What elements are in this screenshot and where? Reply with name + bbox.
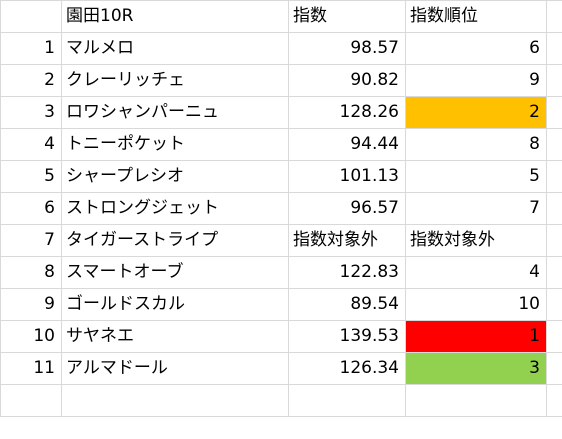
score-cell[interactable]: 126.34 xyxy=(288,352,406,385)
table-row: 7 タイガーストライプ 指数対象外 指数対象外 xyxy=(0,224,562,257)
horse-name-cell[interactable]: タイガーストライプ xyxy=(61,224,289,257)
cell-empty[interactable] xyxy=(546,192,562,225)
score-cell[interactable]: 96.57 xyxy=(288,192,406,225)
table-row: 8 スマートオーブ 122.83 4 xyxy=(0,256,562,289)
score-cell[interactable]: 94.44 xyxy=(288,128,406,161)
cell-empty[interactable] xyxy=(288,384,406,417)
cell-empty[interactable] xyxy=(546,64,562,97)
cell-empty[interactable] xyxy=(546,160,562,193)
cell-empty[interactable] xyxy=(546,96,562,129)
cell-empty[interactable] xyxy=(546,256,562,289)
rank-cell[interactable]: 1 xyxy=(405,320,547,353)
horse-number-cell[interactable]: 7 xyxy=(0,224,62,257)
score-excluded-cell[interactable]: 指数対象外 xyxy=(288,224,406,257)
rank-cell[interactable]: 9 xyxy=(405,64,547,97)
rank-cell[interactable]: 2 xyxy=(405,96,547,129)
horse-name-cell[interactable]: マルメロ xyxy=(61,32,289,65)
table-row: 6 ストロングジェット 96.57 7 xyxy=(0,192,562,225)
cell-empty[interactable] xyxy=(546,320,562,353)
horse-name-cell[interactable]: サヤネエ xyxy=(61,320,289,353)
rank-cell[interactable]: 5 xyxy=(405,160,547,193)
horse-number-cell[interactable]: 3 xyxy=(0,96,62,129)
rank-cell[interactable]: 6 xyxy=(405,32,547,65)
header-row: 園田10R 指数 指数順位 xyxy=(0,0,562,33)
horse-number-cell[interactable]: 5 xyxy=(0,160,62,193)
cell-empty[interactable] xyxy=(61,384,289,417)
horse-name-cell[interactable]: ストロングジェット xyxy=(61,192,289,225)
horse-name-cell[interactable]: トニーポケット xyxy=(61,128,289,161)
horse-name-cell[interactable]: クレーリッチェ xyxy=(61,64,289,97)
rank-cell[interactable]: 3 xyxy=(405,352,547,385)
rank-excluded-cell[interactable]: 指数対象外 xyxy=(405,224,547,257)
table-row: 10 サヤネエ 139.53 1 xyxy=(0,320,562,353)
horse-number-cell[interactable]: 9 xyxy=(0,288,62,321)
data-table: 園田10R 指数 指数順位 1 マルメロ 98.57 6 2 クレーリッチェ 9… xyxy=(0,0,562,417)
horse-name-cell[interactable]: アルマドール xyxy=(61,352,289,385)
cell-empty[interactable] xyxy=(546,384,562,417)
horse-name-cell[interactable]: シャープレシオ xyxy=(61,160,289,193)
score-cell[interactable]: 98.57 xyxy=(288,32,406,65)
cell-empty[interactable] xyxy=(0,0,62,33)
cell-empty[interactable] xyxy=(546,352,562,385)
table-row: 2 クレーリッチェ 90.82 9 xyxy=(0,64,562,97)
cell-empty[interactable] xyxy=(546,32,562,65)
score-cell[interactable]: 128.26 xyxy=(288,96,406,129)
cell-empty[interactable] xyxy=(405,384,547,417)
score-cell[interactable]: 89.54 xyxy=(288,288,406,321)
cell-empty[interactable] xyxy=(546,128,562,161)
horse-name-cell[interactable]: ロワシャンパーニュ xyxy=(61,96,289,129)
header-race-cell[interactable]: 園田10R xyxy=(61,0,289,33)
horse-name-cell[interactable]: ゴールドスカル xyxy=(61,288,289,321)
rank-cell[interactable]: 4 xyxy=(405,256,547,289)
cell-empty[interactable] xyxy=(546,0,562,33)
horse-number-cell[interactable]: 8 xyxy=(0,256,62,289)
header-rank-cell[interactable]: 指数順位 xyxy=(405,0,547,33)
score-cell[interactable]: 90.82 xyxy=(288,64,406,97)
rank-cell[interactable]: 10 xyxy=(405,288,547,321)
table-row xyxy=(0,384,562,417)
horse-number-cell[interactable]: 1 xyxy=(0,32,62,65)
cell-empty[interactable] xyxy=(0,384,62,417)
rank-cell[interactable]: 8 xyxy=(405,128,547,161)
table-row: 3 ロワシャンパーニュ 128.26 2 xyxy=(0,96,562,129)
cell-empty[interactable] xyxy=(546,288,562,321)
table-row: 1 マルメロ 98.57 6 xyxy=(0,32,562,65)
score-cell[interactable]: 122.83 xyxy=(288,256,406,289)
cell-empty[interactable] xyxy=(546,224,562,257)
score-cell[interactable]: 139.53 xyxy=(288,320,406,353)
horse-number-cell[interactable]: 10 xyxy=(0,320,62,353)
horse-number-cell[interactable]: 6 xyxy=(0,192,62,225)
table-row: 5 シャープレシオ 101.13 5 xyxy=(0,160,562,193)
table-row: 11 アルマドール 126.34 3 xyxy=(0,352,562,385)
score-cell[interactable]: 101.13 xyxy=(288,160,406,193)
table-row: 4 トニーポケット 94.44 8 xyxy=(0,128,562,161)
horse-number-cell[interactable]: 4 xyxy=(0,128,62,161)
table-row: 9 ゴールドスカル 89.54 10 xyxy=(0,288,562,321)
horse-name-cell[interactable]: スマートオーブ xyxy=(61,256,289,289)
rank-cell[interactable]: 7 xyxy=(405,192,547,225)
horse-number-cell[interactable]: 11 xyxy=(0,352,62,385)
header-score-cell[interactable]: 指数 xyxy=(288,0,406,33)
horse-number-cell[interactable]: 2 xyxy=(0,64,62,97)
